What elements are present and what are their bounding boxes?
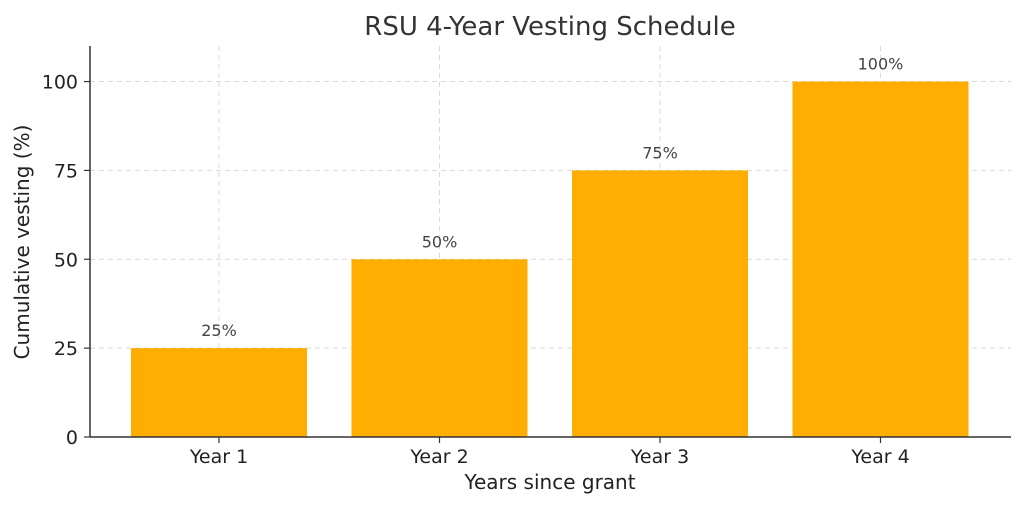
x-tick-label: Year 1 [189,446,248,468]
x-tick-label: Year 3 [630,446,689,468]
bar [351,259,528,437]
bar-data-label: 100% [858,55,904,74]
label-layer: 25% 50% 75% 100% 0 25 50 75 100 Year 1 Year 2 Year … [42,55,910,468]
chart-title: RSU 4-Year Vesting Schedule [364,12,735,42]
y-tick-label: 75 [54,160,78,182]
x-tick-label: Year 2 [409,446,468,468]
bar [792,81,969,437]
bar [572,170,748,437]
bar-data-label: 25% [201,321,237,340]
bar-layer [131,81,969,437]
bar [131,348,307,437]
axis-layer [84,46,1011,443]
y-tick-label: 50 [54,249,78,271]
bar-data-label: 50% [422,232,458,251]
y-tick-label: 25 [54,338,78,360]
x-tick-label: Year 4 [850,446,909,468]
x-axis-label: Years since grant [463,470,635,494]
y-tick-label: 0 [66,427,78,449]
y-axis-label: Cumulative vesting (%) [10,125,34,360]
y-tick-label: 100 [42,72,78,94]
bar-data-label: 75% [642,143,678,162]
